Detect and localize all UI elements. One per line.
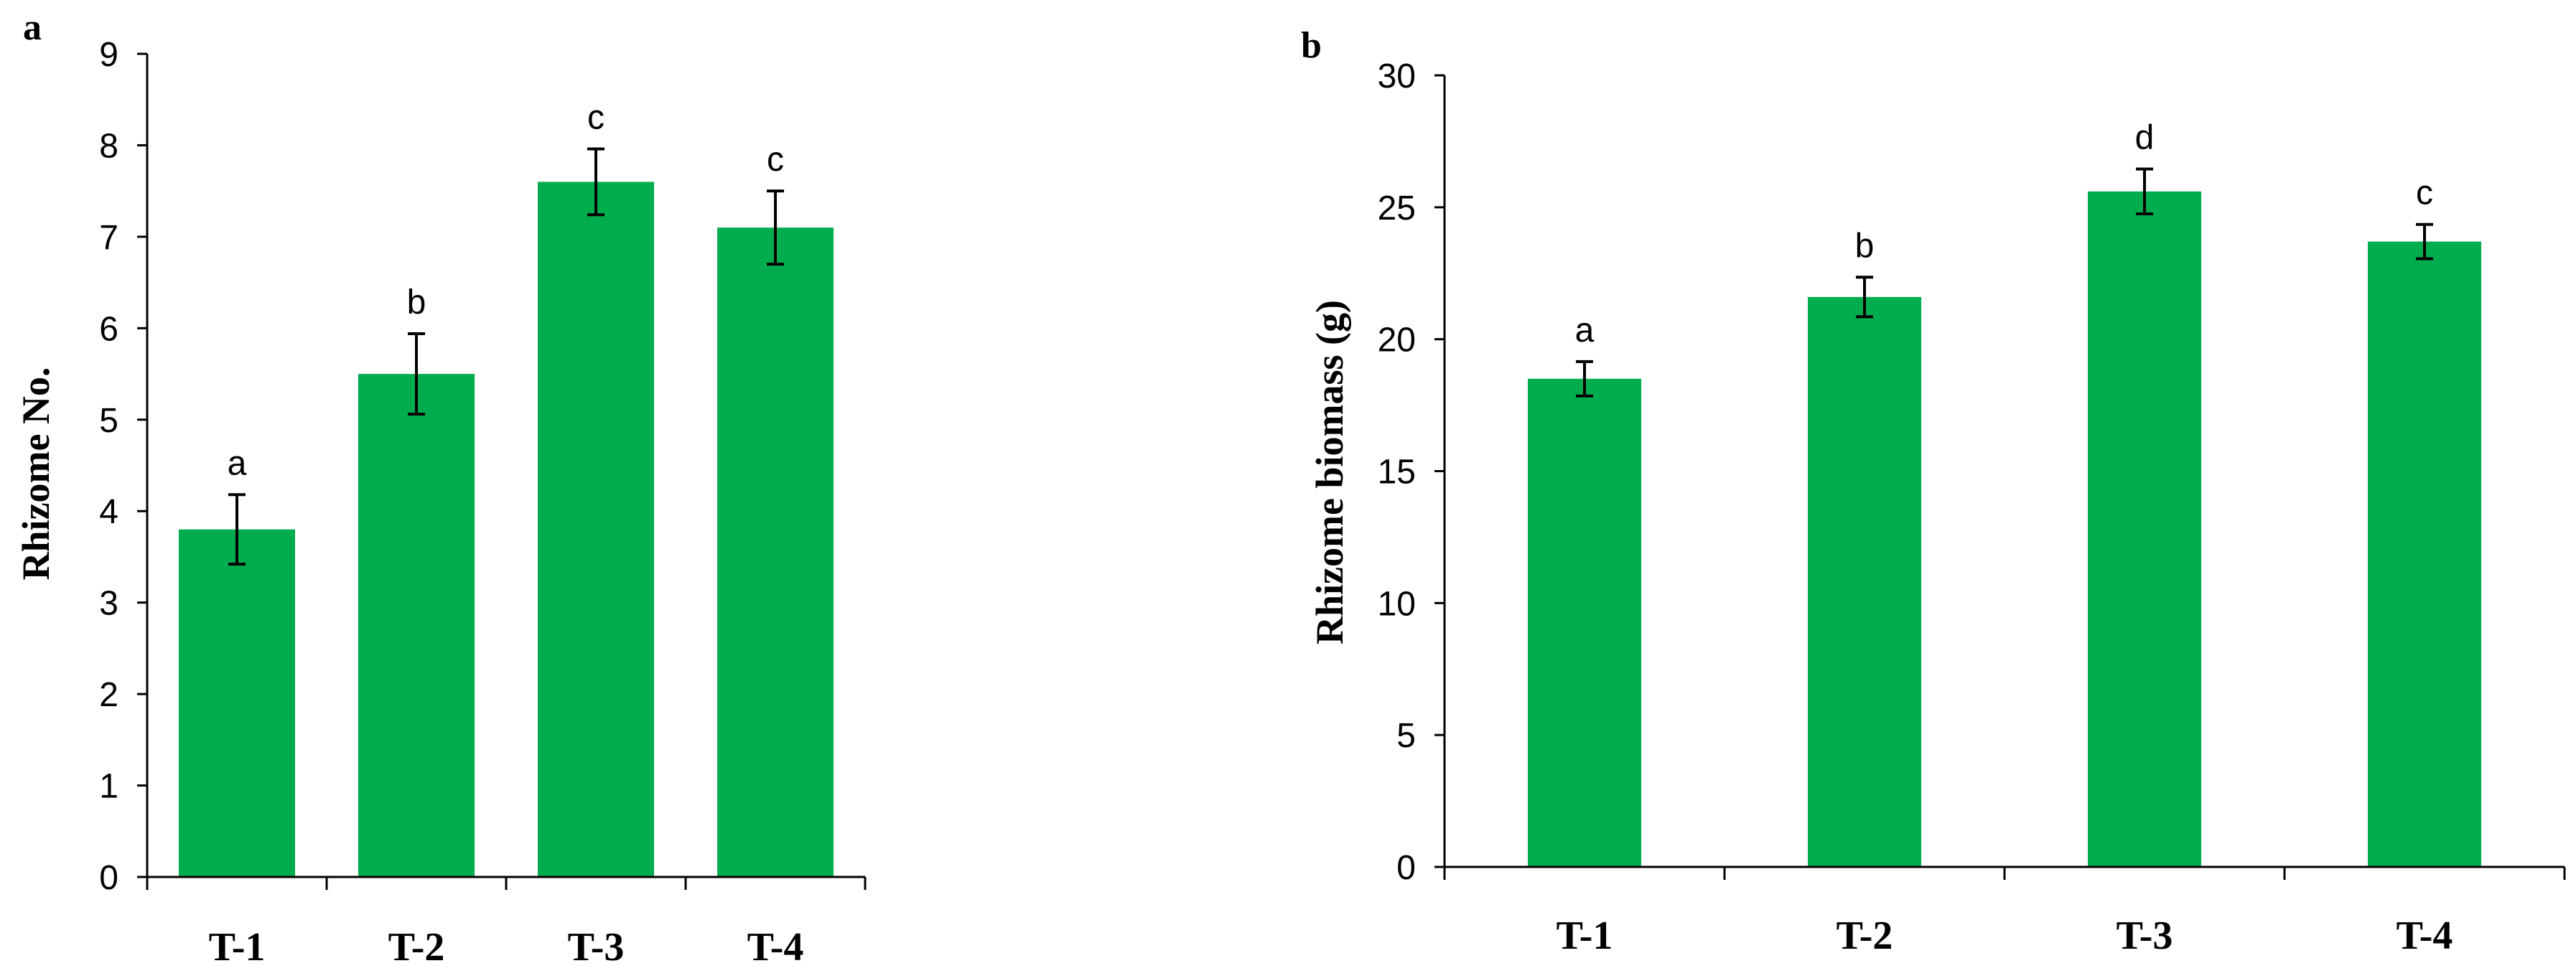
x-tick-label: T-3 (568, 925, 625, 970)
bar-t-3 (2088, 191, 2201, 868)
chart-panel-b: b a T-1 b T-2 d T-3 c T-4 0 5 10 15 20 25 30 Rhizome bio… (1301, 25, 2566, 958)
bar-t-4 (717, 227, 834, 878)
y-tick-label: 4 (99, 493, 118, 531)
y-axis-title: Rhizome No. (14, 367, 57, 581)
y-tick-label: 9 (99, 36, 118, 74)
bar-t-2 (1808, 296, 1921, 868)
bar-t-1 (179, 529, 295, 877)
x-tick-label: T-3 (2117, 914, 2173, 958)
bar-t-4 (2368, 241, 2481, 867)
significance-letter: c (2416, 174, 2433, 212)
y-tick-label: 5 (99, 402, 118, 440)
significance-letter: a (1575, 311, 1595, 349)
significance-letter: d (2135, 119, 2155, 157)
significance-letter: b (407, 283, 426, 322)
bar-t-1 (1528, 378, 1641, 867)
y-tick-label: 5 (1396, 717, 1416, 755)
bar-t-3 (538, 182, 654, 877)
y-axis-title: Rhizome biomass (g) (1308, 300, 1351, 644)
y-tick-label: 0 (99, 859, 118, 897)
y-tick-label: 0 (1396, 849, 1416, 887)
y-tick-label: 3 (99, 585, 118, 623)
panel-letter: a (23, 7, 42, 48)
y-tick-label: 7 (99, 219, 118, 257)
significance-letter: b (1855, 227, 1875, 265)
significance-letter: c (587, 99, 605, 137)
y-tick-label: 2 (99, 676, 118, 714)
bar-t-2 (358, 374, 475, 877)
y-tick-label: 20 (1378, 322, 1416, 360)
significance-letter: a (228, 444, 247, 482)
panel-letter: b (1301, 25, 1322, 66)
y-tick-label: 1 (99, 768, 118, 806)
y-tick-label: 15 (1378, 454, 1416, 492)
y-tick-label: 6 (99, 310, 118, 348)
y-tick-label: 8 (99, 127, 118, 165)
x-tick-label: T-1 (1557, 914, 1613, 958)
x-tick-label: T-4 (2397, 914, 2453, 958)
y-tick-label: 10 (1378, 585, 1416, 623)
x-tick-label: T-1 (209, 925, 266, 970)
significance-letter: c (767, 141, 784, 179)
y-tick-label: 25 (1378, 189, 1416, 227)
chart-panel-a: a a T-1 b T-2 c T-3 c T-4 0 1 2 3 4 5 6 7 8 9 Rhizome No. (14, 7, 867, 970)
x-tick-label: T-2 (388, 925, 445, 970)
x-tick-label: T-4 (747, 925, 804, 970)
x-tick-label: T-2 (1837, 914, 1893, 958)
y-tick-label: 30 (1378, 57, 1416, 95)
